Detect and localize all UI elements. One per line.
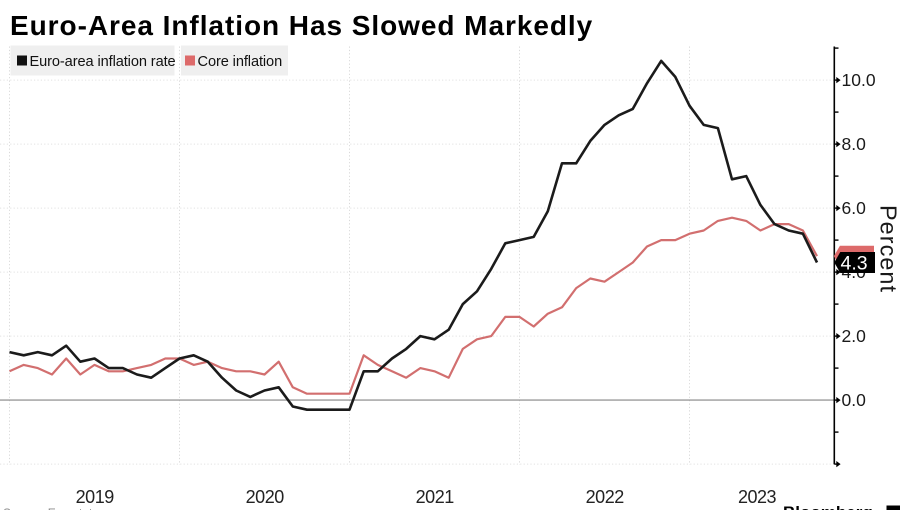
svg-text:2021: 2021 xyxy=(416,487,455,507)
svg-text:Source: Eurostat: Source: Eurostat xyxy=(3,506,93,510)
svg-text:10.0: 10.0 xyxy=(842,70,876,90)
svg-text:2.0: 2.0 xyxy=(842,326,867,346)
svg-text:8.0: 8.0 xyxy=(842,134,867,154)
svg-text:2023: 2023 xyxy=(738,487,777,507)
svg-text:Core inflation: Core inflation xyxy=(198,54,283,70)
svg-text:2020: 2020 xyxy=(246,487,285,507)
svg-text:Euro-Area Inflation Has Slowed: Euro-Area Inflation Has Slowed Markedly xyxy=(10,10,593,41)
svg-text:6.0: 6.0 xyxy=(842,198,867,218)
svg-text:4.3: 4.3 xyxy=(841,253,868,275)
svg-text:0.0: 0.0 xyxy=(842,390,867,410)
svg-text:Bloomberg: Bloomberg xyxy=(783,503,873,510)
svg-text:2022: 2022 xyxy=(586,487,625,507)
svg-text:Percent: Percent xyxy=(876,205,900,293)
svg-text:2019: 2019 xyxy=(76,487,115,507)
svg-text:Euro-area inflation rate: Euro-area inflation rate xyxy=(30,54,176,70)
